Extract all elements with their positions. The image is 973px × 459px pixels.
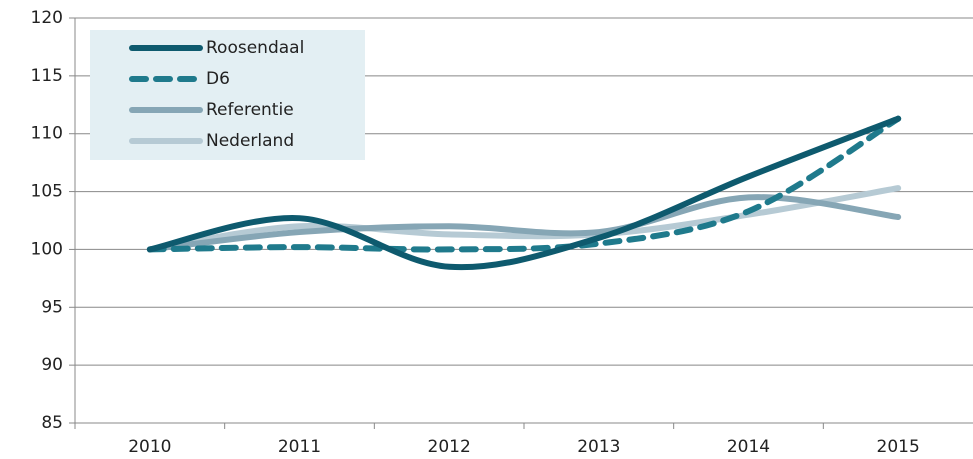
x-tick-label: 2013	[577, 437, 620, 457]
x-tick-label: 2015	[877, 437, 920, 457]
y-tick-label: 100	[31, 239, 63, 259]
series-line	[146, 115, 902, 271]
y-tick-label: 115	[31, 66, 63, 86]
legend-label: Nederland	[206, 131, 294, 151]
y-tick-label: 95	[41, 297, 63, 317]
series-line	[146, 115, 902, 253]
legend-label: Roosendaal	[206, 38, 304, 58]
legend-label: D6	[206, 69, 230, 89]
y-tick-label: 120	[31, 8, 63, 28]
x-tick-label: 2011	[278, 437, 321, 457]
x-tick-label: 2010	[128, 437, 171, 457]
x-tick-label: 2014	[727, 437, 770, 457]
x-tick-label: 2012	[428, 437, 471, 457]
legend-label: Referentie	[206, 100, 294, 120]
y-tick-label: 90	[41, 355, 63, 375]
series-line	[146, 194, 902, 253]
y-tick-label: 105	[31, 182, 63, 202]
y-tick-label: 85	[41, 413, 63, 433]
series-line	[146, 185, 902, 253]
y-tick-label: 110	[31, 124, 63, 144]
